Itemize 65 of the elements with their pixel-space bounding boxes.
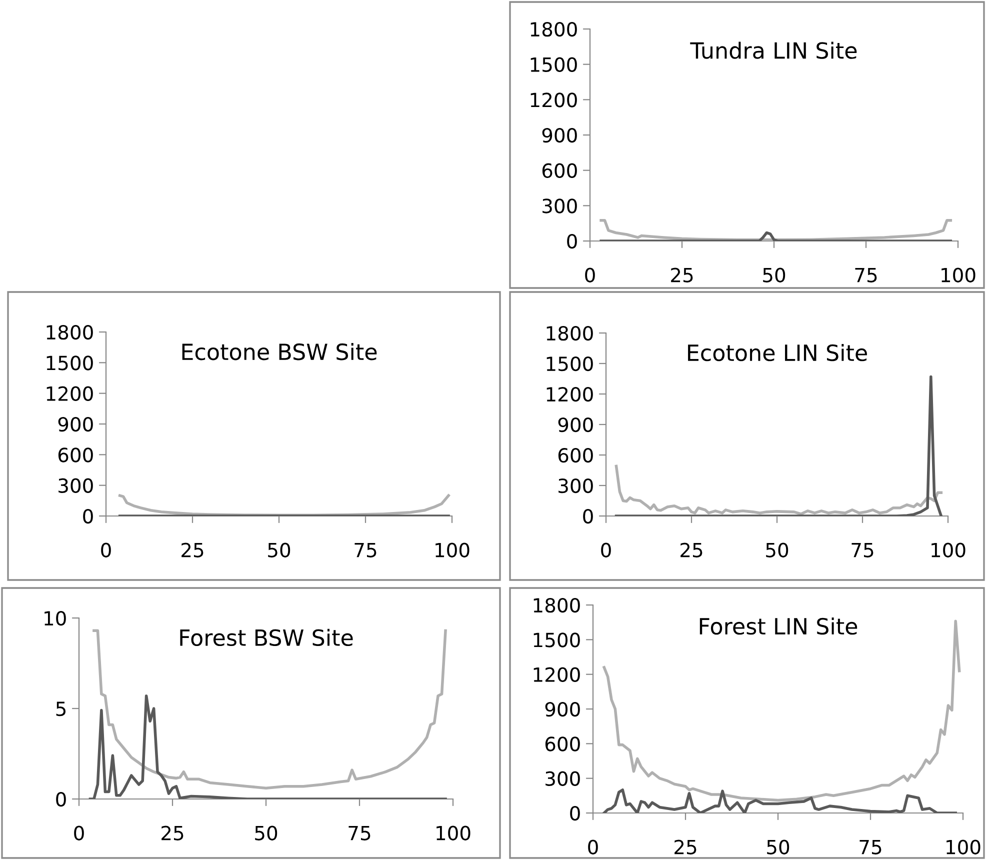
line-series xyxy=(614,375,943,516)
y-tick-label: 1500 xyxy=(534,632,580,648)
y-tick-label: 600 xyxy=(542,163,577,178)
x-tick-label: 50 xyxy=(767,840,790,854)
y-tick-label: 900 xyxy=(558,417,593,432)
x-tick-label: 75 xyxy=(860,840,882,854)
x-tick-label: 0 xyxy=(101,542,111,558)
y-tick-label: 300 xyxy=(58,478,93,493)
y-tick-label: 300 xyxy=(546,771,580,786)
x-tick-label: 50 xyxy=(766,542,788,558)
x-tick-label: 75 xyxy=(348,826,370,840)
y-tick-label: 0 xyxy=(570,806,580,821)
x-tick-label: 50 xyxy=(763,268,786,282)
y-tick-label: 900 xyxy=(58,416,93,432)
x-tick-label: 100 xyxy=(436,826,470,840)
chart-title: Forest LIN Site xyxy=(700,617,858,635)
line-series xyxy=(602,620,961,802)
chart-title: Tundra LIN Site xyxy=(690,42,857,59)
line-series xyxy=(600,231,952,241)
x-tick-label: 75 xyxy=(852,542,874,558)
x-tick-label: 0 xyxy=(601,542,611,558)
chart-title: Ecotone LIN Site xyxy=(688,344,867,362)
y-tick-label: 1800 xyxy=(46,324,93,340)
x-tick-label: 25 xyxy=(162,826,184,840)
line-series xyxy=(614,464,943,516)
y-tick-label: 1800 xyxy=(546,326,593,341)
y-tick-label: 1500 xyxy=(546,356,593,372)
x-tick-label: 100 xyxy=(946,840,980,854)
y-tick-label: 900 xyxy=(545,702,580,717)
y-tick-label: 0 xyxy=(583,508,593,524)
x-tick-label: 100 xyxy=(942,268,976,282)
y-tick-label: 1800 xyxy=(534,598,580,613)
y-tick-label: 1200 xyxy=(530,92,577,108)
line-series xyxy=(88,694,447,799)
x-tick-label: 100 xyxy=(436,542,470,558)
y-tick-label: 1200 xyxy=(534,667,580,682)
y-tick-label: 600 xyxy=(545,736,580,752)
line-series xyxy=(92,629,447,790)
y-tick-label: 10 xyxy=(44,610,66,626)
x-tick-label: 25 xyxy=(674,840,696,854)
x-tick-label: 50 xyxy=(255,826,278,840)
chart-title: Forest BSW Site xyxy=(180,628,353,646)
y-tick-label: 0 xyxy=(56,792,66,807)
x-tick-label: 25 xyxy=(671,268,693,282)
y-tick-label: 1500 xyxy=(530,57,577,72)
y-tick-label: 0 xyxy=(83,508,93,524)
x-tick-label: 25 xyxy=(680,542,702,558)
y-tick-label: 900 xyxy=(542,128,577,143)
x-tick-label: 25 xyxy=(182,542,204,558)
x-tick-label: 100 xyxy=(932,542,966,558)
y-tick-label: 1200 xyxy=(46,386,93,401)
x-tick-label: 50 xyxy=(268,542,290,558)
x-tick-label: 75 xyxy=(855,268,877,282)
x-tick-label: 75 xyxy=(354,542,376,558)
y-tick-label: 1200 xyxy=(546,386,593,402)
y-tick-label: 300 xyxy=(542,198,577,214)
line-series xyxy=(602,788,957,813)
y-tick-label: 0 xyxy=(567,234,577,249)
y-tick-label: 1800 xyxy=(530,22,577,37)
y-tick-label: 300 xyxy=(558,478,593,494)
y-tick-label: 5 xyxy=(56,702,66,716)
y-tick-label: 1500 xyxy=(46,356,93,370)
chart-title: Ecotone BSW Site xyxy=(182,343,377,360)
y-tick-label: 600 xyxy=(558,448,593,463)
y-tick-label: 600 xyxy=(58,448,93,462)
